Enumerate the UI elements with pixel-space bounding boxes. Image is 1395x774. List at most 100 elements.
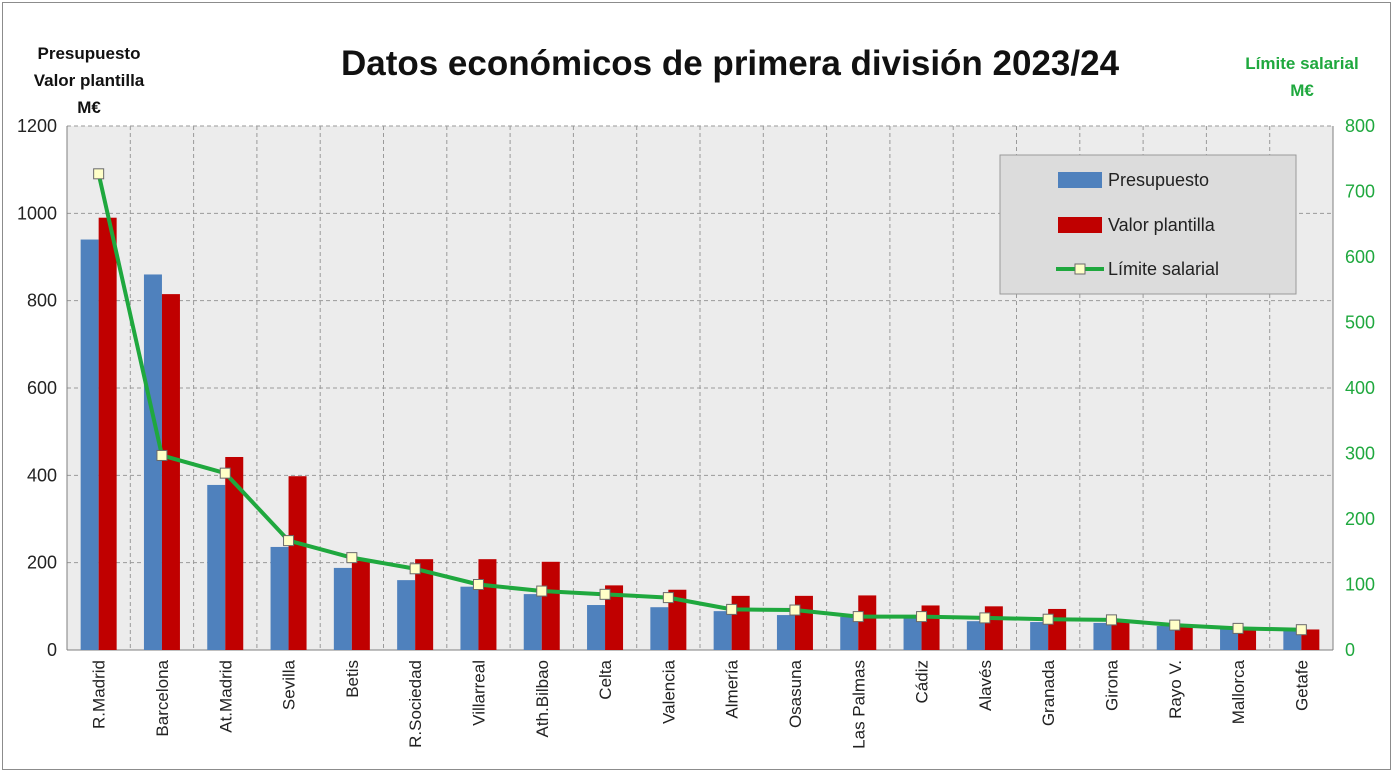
right-tick-label: 700 [1345, 182, 1375, 202]
category-label: Alavés [976, 660, 995, 711]
category-label: R.Sociedad [406, 660, 425, 748]
bar-valor-plantilla [1111, 620, 1130, 650]
line-marker [852, 611, 864, 623]
left-axis-title: Presupuesto Valor plantilla M€ [14, 40, 164, 121]
category-label: Villarreal [469, 660, 488, 726]
bar-presupuesto [207, 484, 226, 650]
legend-label: Presupuesto [1108, 170, 1209, 190]
bar-presupuesto [460, 586, 479, 650]
category-label: Granada [1039, 659, 1058, 726]
line-marker [1042, 613, 1054, 625]
category-label: Rayo V. [1166, 660, 1185, 719]
left-axis-title-line-3: M€ [77, 98, 101, 117]
right-axis-title-line-2: M€ [1290, 81, 1314, 100]
category-label: Valencia [659, 659, 678, 723]
right-tick-label: 600 [1345, 247, 1375, 267]
category-label: Barcelona [153, 659, 172, 736]
line-marker [662, 592, 674, 604]
category-label: Ath.Bilbao [533, 660, 552, 738]
bar-valor-plantilla [351, 560, 370, 650]
line-marker [346, 552, 358, 564]
line-marker [409, 563, 421, 575]
bar-presupuesto [840, 616, 859, 650]
right-tick-label: 100 [1345, 575, 1375, 595]
left-axis-title-line-1: Presupuesto [37, 44, 141, 63]
legend-swatch-marker [1074, 263, 1086, 275]
line-marker [1105, 614, 1117, 626]
bar-valor-plantilla [541, 561, 560, 650]
right-tick-label: 800 [1345, 116, 1375, 136]
category-label: Sevilla [280, 659, 299, 710]
bar-presupuesto [333, 567, 352, 650]
bar-valor-plantilla [794, 595, 813, 650]
right-axis-title-line-1: Límite salarial [1245, 54, 1359, 73]
left-tick-label: 800 [27, 291, 57, 311]
left-tick-label: 1200 [17, 116, 57, 136]
bar-presupuesto [80, 239, 99, 651]
line-marker [1295, 624, 1307, 636]
bar-valor-plantilla [288, 476, 307, 650]
line-marker [283, 535, 295, 547]
line-marker [536, 585, 548, 597]
category-label: Betis [343, 660, 362, 698]
bar-valor-plantilla [668, 589, 687, 650]
bar-presupuesto [587, 605, 606, 650]
bar-presupuesto [143, 274, 162, 650]
legend-swatch-presupuesto [1058, 172, 1102, 188]
category-label: Las Palmas [849, 660, 868, 749]
bar-presupuesto [523, 594, 542, 650]
bar-valor-plantilla [605, 585, 624, 650]
line-marker [219, 467, 231, 479]
right-tick-label: 0 [1345, 640, 1355, 660]
bar-valor-plantilla [225, 456, 244, 650]
line-marker [599, 588, 611, 600]
left-tick-label: 0 [47, 640, 57, 660]
legend-swatch-valor-plantilla [1058, 217, 1102, 233]
bar-presupuesto [776, 615, 795, 650]
right-tick-label: 300 [1345, 444, 1375, 464]
legend-label: Valor plantilla [1108, 215, 1216, 235]
bar-presupuesto [1093, 622, 1112, 650]
category-label: Almería [723, 659, 742, 718]
category-label: Mallorca [1229, 659, 1248, 724]
line-marker [979, 612, 991, 624]
bar-presupuesto [903, 617, 922, 650]
bar-presupuesto [270, 546, 289, 650]
bar-valor-plantilla [478, 559, 497, 650]
bar-presupuesto [1030, 622, 1049, 650]
bar-presupuesto [397, 580, 416, 650]
line-marker [93, 168, 105, 180]
right-tick-label: 500 [1345, 313, 1375, 333]
category-label: Celta [596, 659, 615, 699]
bar-presupuesto [1156, 625, 1175, 650]
category-label: Cádiz [913, 660, 932, 703]
line-marker [789, 604, 801, 616]
category-label: Girona [1102, 659, 1121, 711]
bar-valor-plantilla [858, 595, 877, 650]
left-tick-label: 400 [27, 465, 57, 485]
line-marker [1232, 622, 1244, 634]
chart-title: Datos económicos de primera división 202… [340, 44, 1120, 83]
category-label: Getafe [1292, 660, 1311, 711]
line-marker [156, 449, 168, 461]
category-label: At.Madrid [216, 660, 235, 733]
bar-presupuesto [650, 607, 669, 650]
left-tick-label: 200 [27, 553, 57, 573]
right-tick-label: 200 [1345, 509, 1375, 529]
category-label: Osasuna [786, 659, 805, 728]
bar-valor-plantilla [161, 294, 180, 650]
bar-presupuesto [713, 611, 732, 650]
left-axis-title-line-2: Valor plantilla [33, 71, 145, 90]
legend-label: Límite salarial [1108, 259, 1219, 279]
line-marker [1169, 619, 1181, 631]
line-limite-salarial [96, 173, 1302, 632]
bar-valor-plantilla [98, 217, 117, 650]
category-label: R.Madrid [90, 660, 109, 729]
line-marker [472, 579, 484, 590]
bar-valor-plantilla [1174, 624, 1193, 650]
right-tick-label: 400 [1345, 378, 1375, 398]
left-tick-label: 600 [27, 378, 57, 398]
left-tick-label: 1000 [17, 203, 57, 223]
right-axis-title: Límite salarial M€ [1222, 50, 1382, 104]
